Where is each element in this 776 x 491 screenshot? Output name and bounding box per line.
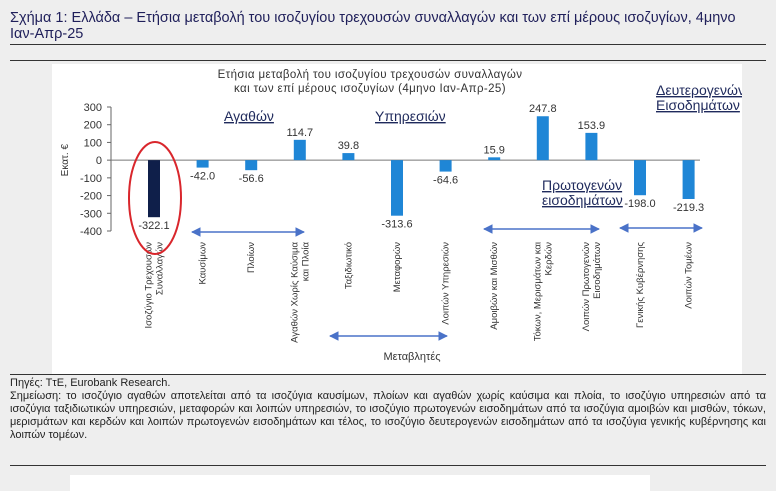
bar xyxy=(196,160,209,168)
group-label: Αγαθών xyxy=(224,108,274,124)
data-label: 15.9 xyxy=(483,144,504,156)
data-label: -64.6 xyxy=(433,175,458,187)
notes-rule-bottom xyxy=(10,465,766,466)
group-label: Υπηρεσιών xyxy=(375,108,446,124)
notes: Πηγές: ΤτΕ, Eurobank Research. Σημείωση:… xyxy=(10,377,766,442)
bar xyxy=(536,116,549,161)
category-label: Καυσίμων xyxy=(198,242,209,285)
group-label: Δευτερογενών xyxy=(656,82,742,98)
category-label: Μεταφορών xyxy=(392,242,403,293)
group-label: εισοδημάτων xyxy=(542,192,623,208)
y-tick-label: -200 xyxy=(80,191,102,203)
title-rule-top xyxy=(10,44,766,45)
data-label: -322.1 xyxy=(138,220,169,232)
data-label: 39.8 xyxy=(338,140,359,152)
category-label: Γενικής Κυβέρνησης xyxy=(635,242,646,328)
bar xyxy=(585,132,598,161)
note-text: Σημείωση: το ισοζύγιο αγαθών αποτελείται… xyxy=(10,390,766,441)
bar-chart: Ετήσια μεταβολή του ισοζυγίου τρεχουσών … xyxy=(60,69,742,363)
category-label: και Πλοία xyxy=(300,241,311,281)
data-label: 153.9 xyxy=(578,120,606,132)
category-label: Τόκων, Μερισμάτων και xyxy=(532,242,543,341)
chart-title-line-2: και των επί μέρους ισοζυγίων (4μηνο Ιαν-… xyxy=(234,83,506,95)
notes-rule-top xyxy=(10,374,766,375)
bar xyxy=(148,160,160,218)
data-label: -198.0 xyxy=(624,198,655,210)
category-label: Αγαθών Χωρίς Καύσιμα xyxy=(289,242,300,343)
y-axis-label: Εκατ. € xyxy=(60,144,71,177)
y-tick-label: 0 xyxy=(96,155,102,167)
bar xyxy=(682,160,695,199)
category-label: Λοιπών Υπηρεσιών xyxy=(441,242,452,325)
page-strip xyxy=(70,475,650,491)
group-label: Πρωτογενών xyxy=(542,177,622,193)
data-label: 247.8 xyxy=(529,103,557,115)
y-tick-label: 100 xyxy=(84,137,102,149)
y-tick-label: 300 xyxy=(84,102,102,114)
highlight-circle xyxy=(128,141,182,255)
chart-panel: Ετήσια μεταβολή του ισοζυγίου τρεχουσών … xyxy=(52,64,742,374)
category-label: Συναλλαγών xyxy=(155,242,166,295)
bar xyxy=(634,160,646,196)
y-tick-label: -300 xyxy=(80,208,102,220)
data-label: -42.0 xyxy=(190,171,215,183)
data-label: -219.3 xyxy=(673,202,704,214)
bar xyxy=(245,160,258,171)
category-label: Εισοδημάτων xyxy=(592,242,603,299)
title-rule-bottom xyxy=(10,60,766,61)
bar xyxy=(293,139,306,161)
category-label: Λοιπών Τομέων xyxy=(684,242,695,309)
x-axis-label: Μεταβλητές xyxy=(383,351,440,363)
bar xyxy=(488,157,501,161)
chart-title-line-1: Ετήσια μεταβολή του ισοζυγίου τρεχουσών … xyxy=(218,69,523,81)
category-label: Ταξιδιωτικό xyxy=(343,242,354,289)
data-label: -56.6 xyxy=(239,173,264,185)
source-text: Πηγές: ΤτΕ, Eurobank Research. xyxy=(10,377,171,389)
group-label: Εισοδημάτων xyxy=(656,97,740,113)
category-label: Λοιπών Πρωτογενών xyxy=(581,242,592,332)
data-label: -313.6 xyxy=(381,219,412,231)
bar xyxy=(439,160,452,172)
category-label: Πλοίων xyxy=(246,242,257,273)
figure-title: Σχήμα 1: Ελλάδα – Ετήσια μεταβολή του ισ… xyxy=(10,10,736,42)
y-tick-label: -100 xyxy=(80,173,102,185)
category-label: Αμοιβών και Μισθών xyxy=(489,242,500,330)
bar xyxy=(342,153,355,161)
y-tick-label: 200 xyxy=(84,120,102,132)
y-tick-label: -400 xyxy=(80,226,102,238)
bar xyxy=(391,160,403,216)
data-label: 114.7 xyxy=(286,127,313,139)
category-label: Κερδών xyxy=(543,242,554,276)
category-label: Ισοζύγιο Τρεχουσών xyxy=(144,242,155,329)
